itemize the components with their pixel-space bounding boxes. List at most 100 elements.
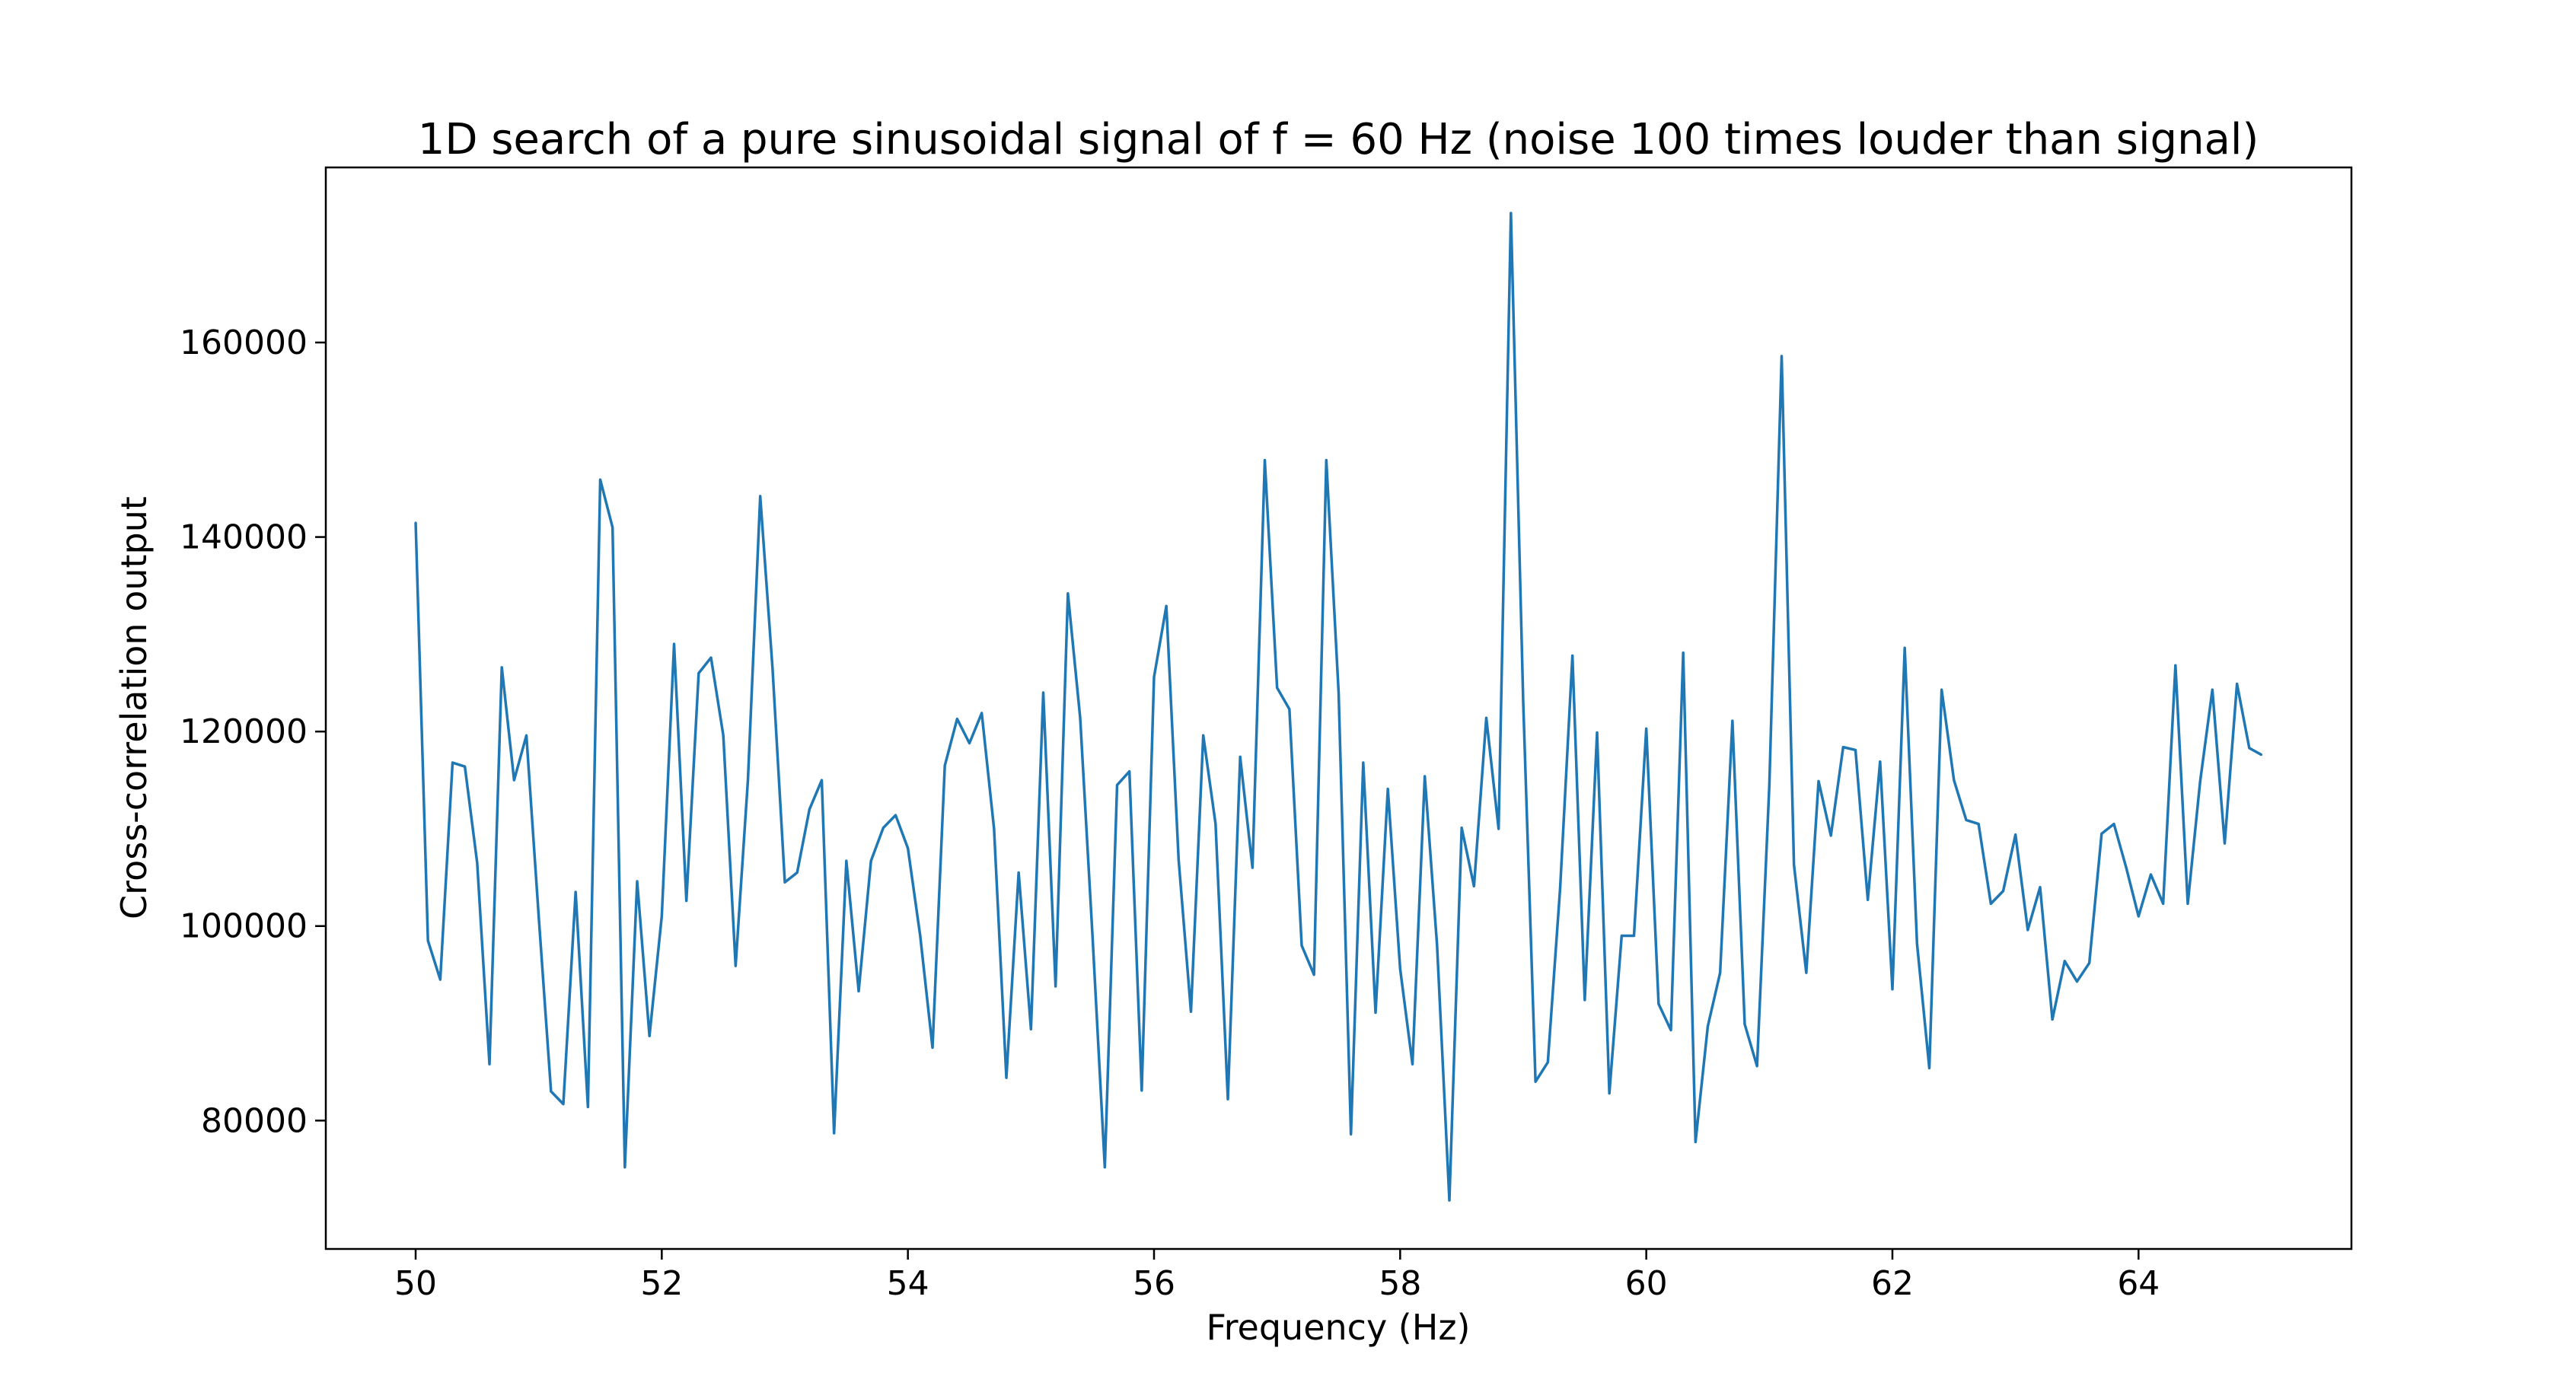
- data-point: [2112, 823, 2115, 825]
- x-tick-label: 52: [640, 1264, 683, 1303]
- data-point: [648, 1034, 651, 1037]
- data-point: [1153, 676, 1156, 678]
- data-point: [1165, 605, 1168, 607]
- data-point: [1817, 780, 1820, 782]
- data-point: [2125, 866, 2128, 869]
- data-point: [2236, 683, 2238, 685]
- data-point: [1547, 1061, 1549, 1063]
- data-point: [488, 1063, 491, 1066]
- data-point: [1879, 760, 1882, 763]
- data-point: [587, 1106, 589, 1108]
- y-tick-label: 120000: [180, 712, 308, 751]
- data-point: [1977, 823, 1980, 825]
- x-tick-label: 50: [394, 1264, 437, 1303]
- data-point: [562, 1103, 565, 1105]
- data-point: [2186, 903, 2189, 905]
- data-point: [599, 479, 601, 481]
- data-point: [882, 827, 885, 829]
- data-point: [1510, 212, 1513, 215]
- data-point: [1276, 687, 1278, 689]
- data-point: [1202, 734, 1204, 737]
- data-point: [2211, 689, 2214, 691]
- data-point: [1325, 459, 1328, 461]
- data-point: [2224, 842, 2226, 845]
- data-point: [574, 890, 577, 894]
- data-point: [1386, 788, 1389, 790]
- data-point: [2138, 915, 2140, 918]
- data-point: [1497, 827, 1500, 830]
- data-point: [709, 656, 713, 659]
- data-point: [821, 779, 823, 782]
- data-point: [968, 742, 971, 744]
- data-point: [857, 990, 860, 992]
- data-point: [2100, 833, 2103, 835]
- data-point: [808, 808, 811, 811]
- data-point: [1042, 691, 1044, 694]
- data-point: [1436, 945, 1439, 947]
- data-point: [931, 1047, 934, 1049]
- data-point: [2002, 890, 2004, 892]
- data-point: [1140, 1089, 1143, 1091]
- data-point: [735, 964, 737, 967]
- data-point: [747, 779, 749, 782]
- data-point: [1030, 1028, 1032, 1031]
- data-point: [1768, 784, 1771, 786]
- data-point: [1719, 971, 1721, 974]
- data-point: [1288, 708, 1291, 710]
- data-point: [1559, 887, 1561, 890]
- data-point: [1079, 717, 1082, 719]
- data-point: [697, 672, 700, 674]
- data-point: [759, 495, 761, 498]
- data-point: [525, 734, 528, 737]
- data-point: [2064, 960, 2066, 962]
- data-point: [426, 939, 429, 942]
- data-point: [2248, 747, 2251, 750]
- data-point: [1312, 973, 1315, 976]
- data-point: [2150, 873, 2152, 876]
- x-axis-label: Frequency (Hz): [1207, 1307, 1471, 1348]
- data-point: [993, 827, 996, 830]
- data-point: [1608, 1092, 1611, 1094]
- data-point: [1473, 885, 1475, 887]
- data-point: [1928, 1067, 1930, 1069]
- data-point: [1645, 728, 1647, 730]
- data-point: [1411, 1063, 1414, 1066]
- data-point: [1953, 779, 1956, 782]
- data-point: [1916, 942, 1918, 945]
- data-point: [1190, 1011, 1192, 1013]
- data-point: [943, 764, 946, 767]
- data-point: [1657, 1002, 1660, 1005]
- data-point: [771, 667, 774, 670]
- data-point: [1104, 1166, 1106, 1168]
- data-point: [795, 871, 799, 874]
- data-point: [1017, 871, 1020, 874]
- data-point: [956, 718, 958, 720]
- data-point: [2174, 664, 2177, 667]
- data-point: [636, 880, 639, 883]
- data-point: [1066, 592, 1070, 594]
- data-point: [722, 734, 725, 737]
- data-point: [1239, 756, 1242, 758]
- data-point: [1226, 1098, 1229, 1101]
- data-point: [439, 978, 442, 981]
- data-point: [1891, 988, 1894, 991]
- y-tick-label: 160000: [180, 323, 308, 362]
- data-point: [476, 862, 479, 864]
- data-point: [1116, 784, 1118, 786]
- data-point: [1571, 655, 1573, 657]
- data-point: [783, 881, 786, 884]
- data-point: [1669, 1029, 1672, 1031]
- data-point: [1867, 899, 1869, 901]
- data-point: [1707, 1025, 1709, 1027]
- data-point: [451, 761, 454, 764]
- data-point: [1903, 647, 1906, 649]
- data-point: [894, 814, 897, 817]
- data-point: [1731, 719, 1734, 722]
- y-tick-label: 100000: [180, 907, 308, 946]
- data-point: [1682, 651, 1685, 654]
- data-point: [1621, 935, 1623, 937]
- data-point: [1091, 935, 1094, 937]
- data-point: [1054, 985, 1057, 988]
- data-point: [1005, 1076, 1008, 1079]
